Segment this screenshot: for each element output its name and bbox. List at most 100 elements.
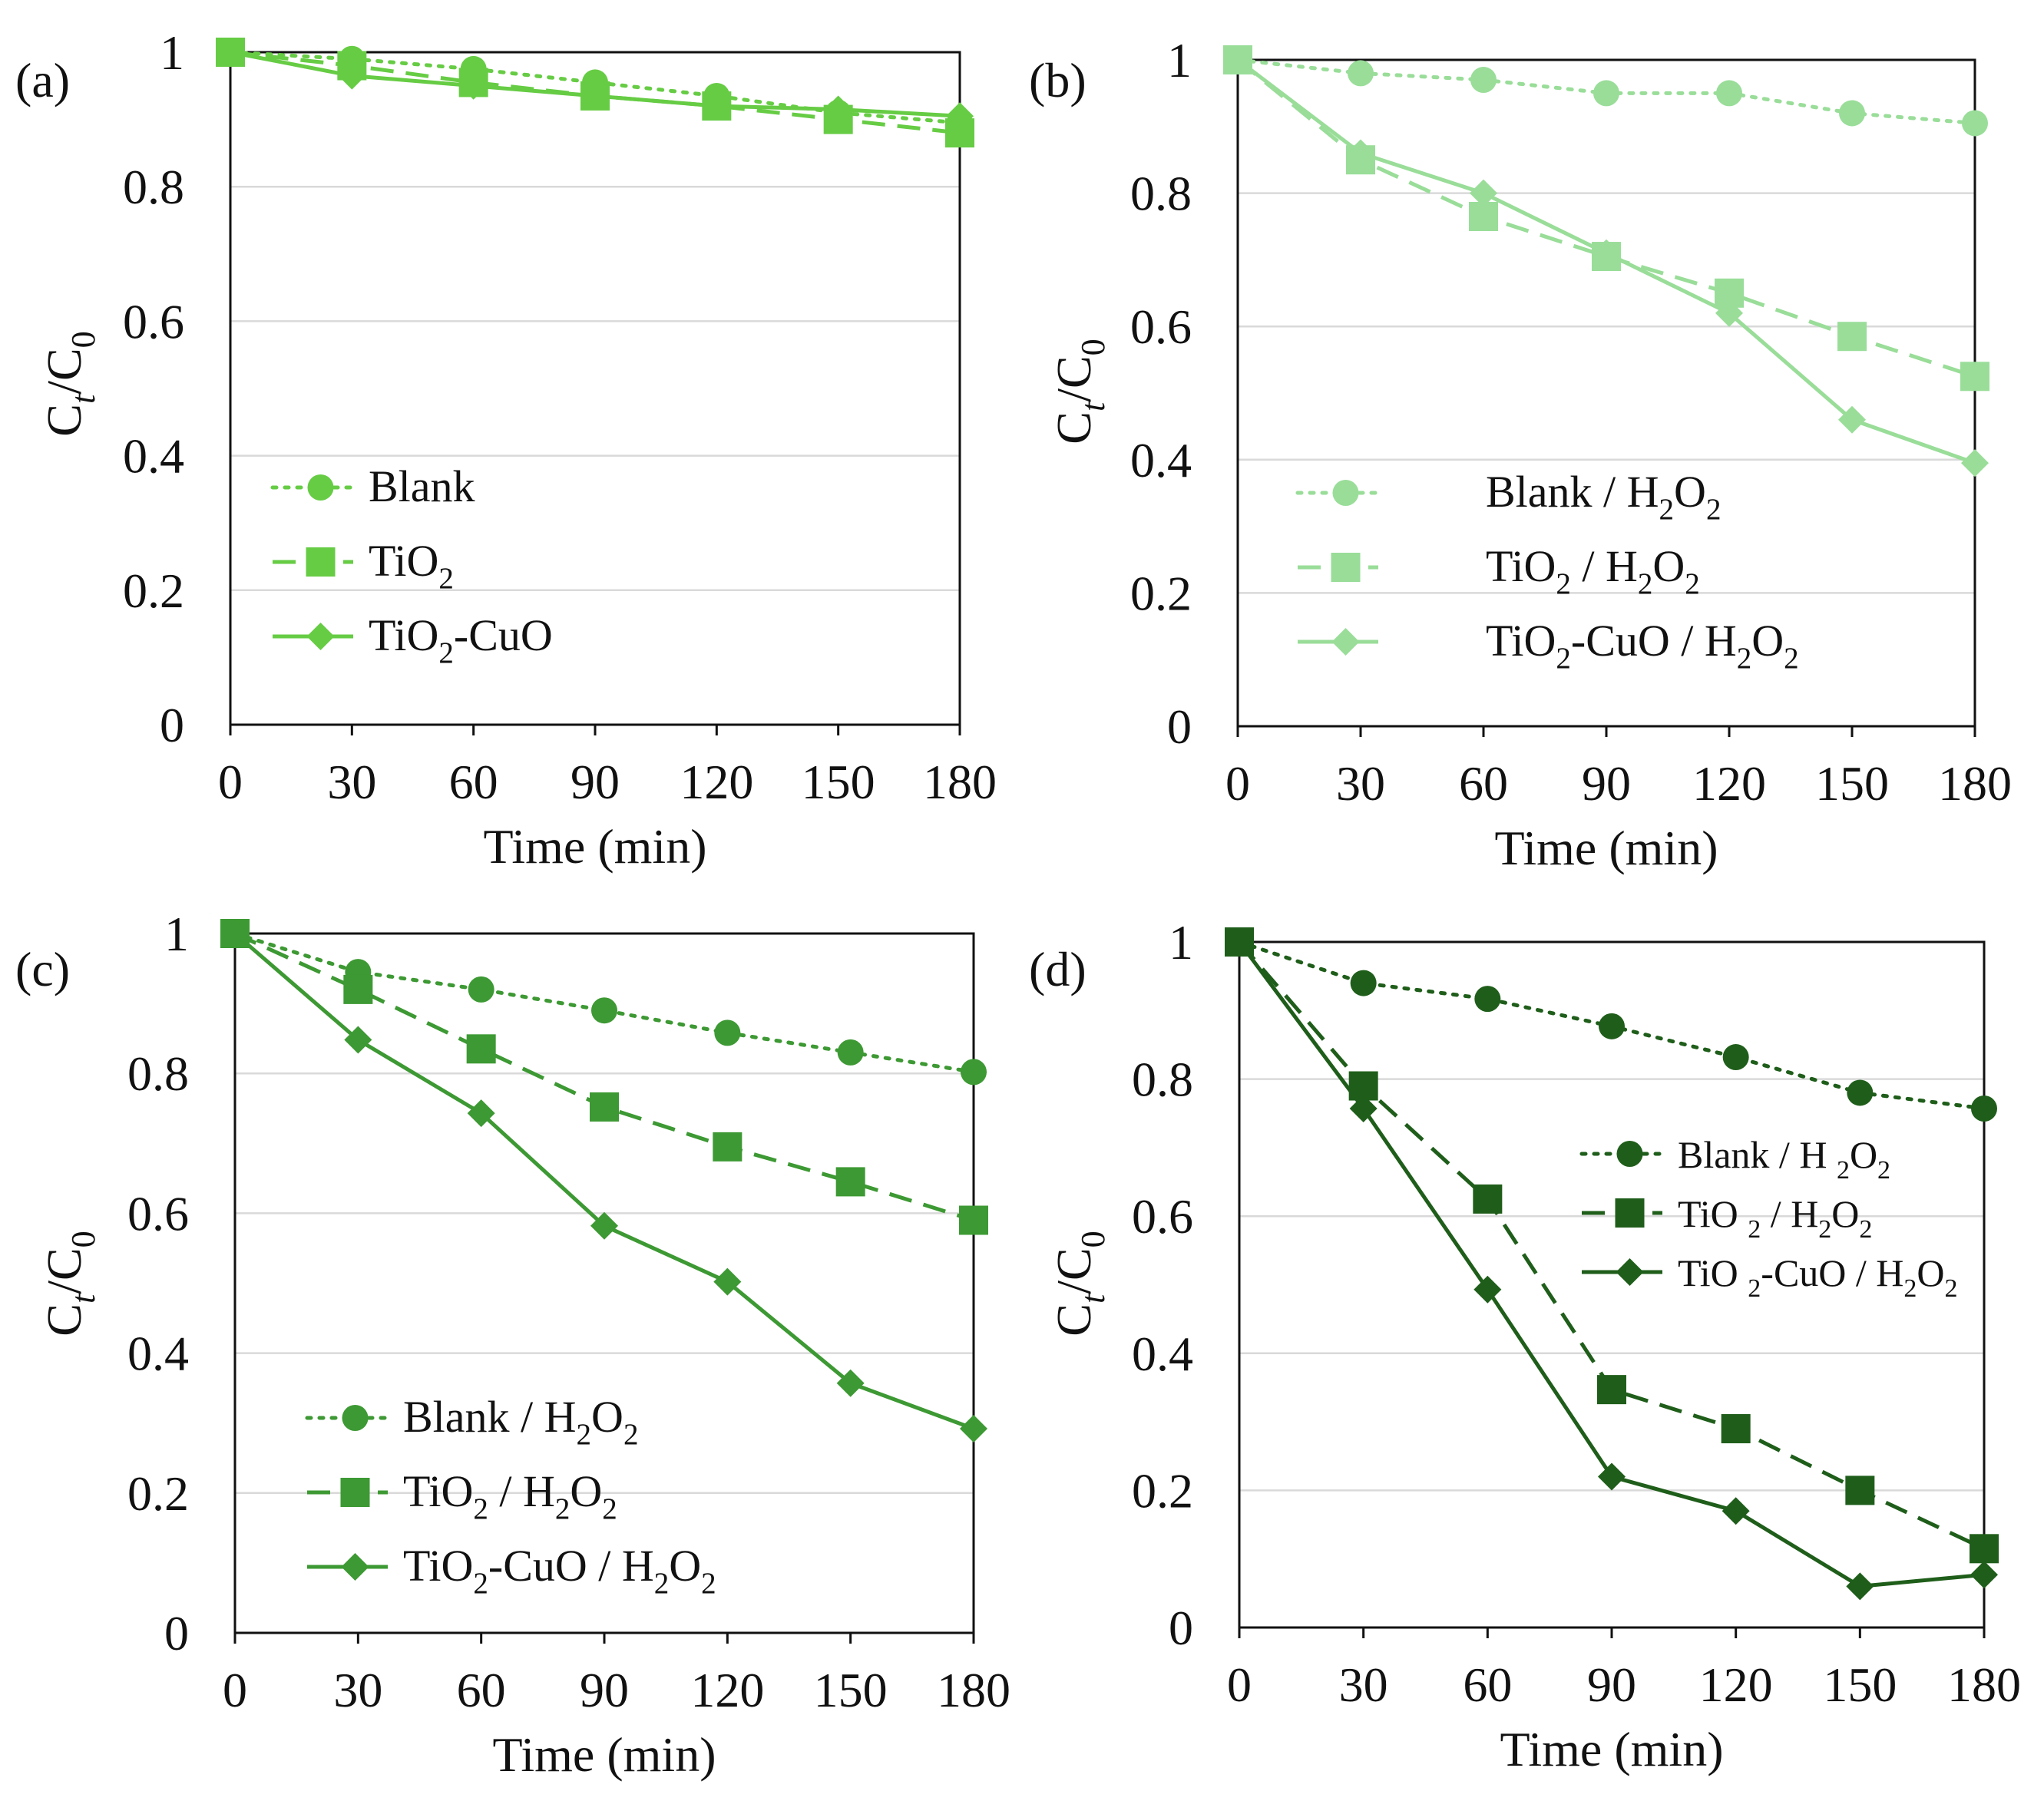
- legend-marker: [1615, 1198, 1645, 1228]
- legend-marker: [307, 474, 334, 501]
- data-point: [1348, 60, 1374, 87]
- data-point: [343, 974, 373, 1004]
- legend-label: TiO2-CuO: [369, 610, 553, 669]
- data-point: [581, 81, 609, 110]
- y-tick-label: 0.2: [127, 1466, 189, 1521]
- x-tick-label: 60: [1459, 756, 1508, 811]
- y-axis-label: Ct/C0: [37, 1231, 102, 1336]
- legend-marker: [340, 1478, 370, 1507]
- x-tick-label: 150: [814, 1663, 888, 1717]
- data-point: [466, 1034, 496, 1064]
- data-point: [713, 1132, 743, 1162]
- data-point: [1474, 986, 1501, 1013]
- chart-panel-3: 0 0.2 0.4 0.6 0.8 1 0 30 60 90 120 150 180 Time (min)…: [15, 907, 1010, 1782]
- legend-entry: TiO 2-CuO / H2O2: [1582, 1251, 1958, 1303]
- x-tick-label: 90: [1587, 1657, 1636, 1712]
- y-tick-label: 0.2: [123, 563, 184, 618]
- legend-label: Blank: [369, 461, 475, 511]
- panel-label: (d): [1029, 942, 1086, 996]
- data-point: [1225, 928, 1253, 956]
- x-axis-label: Time (min): [1500, 1722, 1724, 1776]
- data-point: [1599, 1013, 1625, 1039]
- y-tick-label: 0.6: [1132, 1189, 1193, 1244]
- x-tick-label: 180: [1947, 1657, 2021, 1712]
- legend-marker: [306, 623, 335, 650]
- data-point: [1598, 1462, 1626, 1491]
- chart-panel-1: 0 0.2 0.4 0.6 0.8 1 0 30 60 90 120 150 180 Time (min)…: [15, 25, 997, 874]
- y-tick-label: 1: [164, 907, 189, 961]
- legend-entry: TiO2 / H2O2: [1298, 541, 1700, 600]
- data-point: [590, 1092, 619, 1122]
- data-point: [946, 102, 974, 131]
- data-point: [217, 38, 244, 66]
- y-tick-label: 0.4: [123, 429, 184, 484]
- data-point: [1846, 1572, 1874, 1601]
- legend-marker: [1331, 628, 1360, 656]
- data-point: [1349, 1094, 1378, 1122]
- x-tick-label: 30: [1339, 1657, 1388, 1712]
- legend-entry: Blank / H2O2: [305, 1392, 638, 1451]
- x-tick-label: 0: [1225, 756, 1250, 811]
- data-point: [221, 920, 249, 947]
- x-tick-label: 120: [690, 1663, 764, 1717]
- legend-entry: Blank / H2O2: [1295, 467, 1721, 526]
- legend-marker: [1332, 480, 1359, 506]
- data-point: [714, 1019, 741, 1046]
- y-tick-label: 0.8: [127, 1046, 189, 1101]
- x-tick-label: 180: [923, 755, 997, 809]
- legend-label: Blank / H2O2: [1486, 467, 1721, 526]
- x-tick-label: 150: [802, 755, 875, 809]
- data-point: [1845, 1475, 1875, 1505]
- x-tick-label: 60: [1463, 1657, 1512, 1712]
- x-axis-label: Time (min): [493, 1727, 716, 1782]
- y-tick-label: 0.4: [1130, 433, 1192, 487]
- plot-frame: [229, 51, 961, 726]
- data-point: [1473, 1184, 1503, 1214]
- x-tick-label: 60: [457, 1663, 506, 1717]
- data-point: [1970, 1534, 1999, 1564]
- legend-marker: [1331, 553, 1361, 582]
- x-tick-label: 90: [580, 1663, 629, 1717]
- data-point: [959, 1205, 988, 1235]
- legend-label: Blank / H 2O2: [1678, 1133, 1890, 1185]
- y-tick-label: 0.6: [123, 294, 184, 349]
- x-tick-label: 60: [449, 755, 498, 809]
- legend-entry: TiO2-CuO: [273, 610, 553, 669]
- x-tick-label: 90: [571, 755, 620, 809]
- legend-label: TiO2-CuO / H2O2: [1486, 616, 1799, 675]
- data-point: [1962, 110, 1988, 137]
- legend-label: TiO2 / H2O2: [403, 1466, 617, 1525]
- y-tick-label: 0.6: [127, 1186, 189, 1241]
- data-point: [1470, 67, 1497, 94]
- data-point: [961, 1059, 987, 1086]
- x-tick-label: 120: [1699, 1657, 1773, 1712]
- x-tick-label: 180: [1938, 756, 2012, 811]
- legend-label: TiO 2 / H2O2: [1678, 1192, 1872, 1244]
- legend-marker: [306, 547, 336, 577]
- series-solid: [221, 920, 987, 1442]
- data-point: [459, 71, 488, 100]
- y-tick-label: 0: [1167, 699, 1192, 754]
- data-point: [467, 1099, 495, 1128]
- chart-panel-2: 0 0.2 0.4 0.6 0.8 1 0 30 60 90 120 150 180 Time (min)…: [1029, 33, 2012, 875]
- x-tick-label: 30: [327, 755, 376, 809]
- data-point: [338, 61, 366, 90]
- legend-entry: TiO2 / H2O2: [307, 1466, 617, 1525]
- x-tick-label: 180: [937, 1663, 1010, 1717]
- series-dotted: [222, 920, 987, 1086]
- y-tick-label: 0.2: [1130, 566, 1192, 620]
- data-point: [344, 1026, 372, 1054]
- series-dashed: [220, 919, 988, 1235]
- data-point: [835, 1167, 865, 1197]
- y-tick-label: 0: [1169, 1601, 1193, 1655]
- x-tick-label: 90: [1582, 756, 1631, 811]
- panel-label: (b): [1029, 53, 1086, 107]
- data-point: [836, 1369, 865, 1397]
- legend-entry: TiO2-CuO / H2O2: [1298, 616, 1799, 675]
- data-point: [1837, 322, 1867, 352]
- data-point: [591, 997, 617, 1024]
- x-tick-label: 0: [218, 755, 243, 809]
- y-tick-label: 0.4: [1132, 1327, 1193, 1381]
- data-point: [1838, 405, 1866, 434]
